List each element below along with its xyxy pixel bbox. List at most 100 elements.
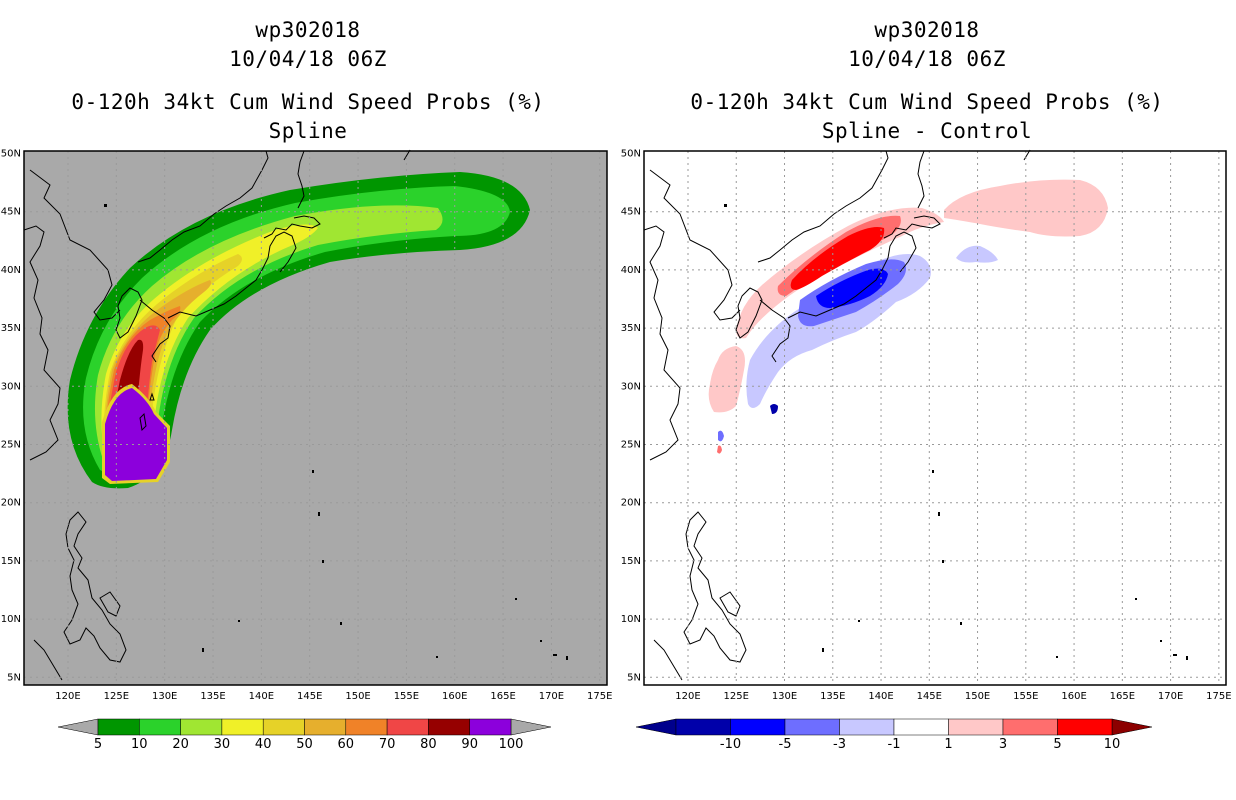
lat-label: 25N <box>1 440 21 451</box>
lon-label: 155E <box>1013 691 1038 702</box>
right-small-islands <box>724 204 1188 660</box>
left-datetime: 10/04/18 06Z <box>229 47 387 71</box>
left-lat-labels: 50N 45N 40N 35N 30N 25N 20N 15N 10N 5N <box>1 149 21 684</box>
colorbar-label: 40 <box>255 737 272 752</box>
colorbar-label: -10 <box>720 737 741 752</box>
right-map-frame <box>643 150 1227 686</box>
colorbar-swatch <box>469 718 512 736</box>
right-product: 0-120h 34kt Cum Wind Speed Probs (%) <box>690 90 1164 114</box>
colorbar-swatch <box>948 718 1004 736</box>
lon-label: 160E <box>442 691 467 702</box>
colorbar-label: 30 <box>214 737 231 752</box>
lon-label: 130E <box>152 691 177 702</box>
lat-label: 35N <box>621 323 641 334</box>
lon-label: 160E <box>1061 691 1086 702</box>
right-difference-field <box>708 179 1108 454</box>
colorbar-label: 1 <box>944 737 952 752</box>
left-subtitle: Spline <box>268 119 348 143</box>
diff-neg-1-spot <box>718 430 724 442</box>
lon-label: 175E <box>1206 691 1231 702</box>
lat-label: 50N <box>621 149 641 160</box>
lon-label: 125E <box>724 691 749 702</box>
left-map-frame <box>23 150 608 686</box>
colorbar-swatch <box>180 718 223 736</box>
lat-label: 10N <box>1 614 21 625</box>
lon-label: 150E <box>965 691 990 702</box>
lat-label: 40N <box>1 265 21 276</box>
colorbar-label: 10 <box>1104 737 1121 752</box>
colorbar-label: 5 <box>94 737 102 752</box>
lat-label: 25N <box>621 440 641 451</box>
diff-neg-5 <box>816 268 888 308</box>
lat-label: 15N <box>621 556 641 567</box>
lat-label: 30N <box>1 381 21 392</box>
lat-label: 10N <box>621 614 641 625</box>
right-storm-id: wp302018 <box>874 18 980 42</box>
right-map-panel: 50N 45N 40N 35N 30N 25N 20N 15N 10N 5N 120E 125E 13… <box>621 149 1232 703</box>
colorbar-swatch <box>386 718 429 736</box>
lon-label: 170E <box>1158 691 1183 702</box>
left-storm-id: wp302018 <box>255 18 361 42</box>
colorbar-swatch <box>345 718 388 736</box>
lon-label: 170E <box>539 691 564 702</box>
left-small-islands <box>104 204 568 660</box>
right-lat-labels: 50N 45N 40N 35N 30N 25N 20N 15N 10N 5N <box>621 149 641 684</box>
lon-label: 120E <box>55 691 80 702</box>
lon-label: 145E <box>917 691 942 702</box>
colorbar-label: 20 <box>172 737 189 752</box>
lon-label: 135E <box>200 691 225 702</box>
colorbar-label: 90 <box>461 737 478 752</box>
lon-label: 120E <box>675 691 700 702</box>
colorbar-label: 50 <box>296 737 313 752</box>
colorbar-label: 70 <box>379 737 396 752</box>
lon-label: 150E <box>345 691 370 702</box>
lon-label: 165E <box>1110 691 1135 702</box>
colorbar-label: 80 <box>420 737 437 752</box>
right-colorbar: -10 -5 -3 -1 1 3 5 10 <box>635 718 1153 752</box>
right-gridlines <box>644 151 1226 685</box>
left-map-panel: 50N 45N 40N 35N 30N 25N 20N 15N 10N 5N 120E 125E 13… <box>1 149 613 703</box>
right-lon-labels: 120E 125E 130E 135E 140E 145E 150E 155E 160E 165E… <box>675 691 1231 702</box>
diff-neg-10-spot <box>770 404 778 414</box>
diff-pos-1-east <box>944 179 1108 237</box>
colorbar-swatch <box>839 718 895 736</box>
diff-pos-spot <box>717 445 722 454</box>
colorbar-label: 100 <box>499 737 524 752</box>
lat-label: 45N <box>621 207 641 218</box>
colorbar-swatch <box>1002 718 1058 736</box>
colorbar-extend-high <box>510 718 552 736</box>
left-product: 0-120h 34kt Cum Wind Speed Probs (%) <box>71 90 545 114</box>
prob-band-30 <box>101 224 318 453</box>
lat-label: 35N <box>1 323 21 334</box>
colorbar-swatch <box>304 718 347 736</box>
colorbar-swatch <box>221 718 264 736</box>
lon-label: 135E <box>820 691 845 702</box>
colorbar-swatch <box>139 718 181 736</box>
lon-label: 175E <box>587 691 612 702</box>
colorbar-label: 3 <box>999 737 1007 752</box>
colorbar-swatch <box>730 718 786 736</box>
colorbar-label: -1 <box>888 737 901 752</box>
lat-label: 5N <box>627 672 641 683</box>
lon-label: 155E <box>394 691 419 702</box>
left-gridlines <box>24 151 607 685</box>
colorbar-swatch <box>428 718 470 736</box>
colorbar-swatch <box>893 718 949 736</box>
lat-label: 50N <box>1 149 21 160</box>
right-datetime: 10/04/18 06Z <box>848 47 1006 71</box>
colorbar-extend-low <box>57 718 99 736</box>
right-map-background <box>644 151 1226 685</box>
colorbar-swatch <box>1057 718 1113 736</box>
lat-label: 40N <box>621 265 641 276</box>
lat-label: 5N <box>7 672 21 683</box>
lat-label: 15N <box>1 556 21 567</box>
lat-label: 20N <box>1 498 21 509</box>
colorbar-label: 10 <box>131 737 148 752</box>
lon-label: 130E <box>772 691 797 702</box>
colorbar-extend-low <box>635 718 677 736</box>
right-subtitle: Spline - Control <box>821 119 1033 143</box>
left-colorbar: 5 10 20 30 40 50 60 70 80 90 100 <box>57 718 552 752</box>
diff-pos-1-north <box>736 207 944 339</box>
prob-band-100 <box>105 388 167 481</box>
colorbar-swatch <box>262 718 305 736</box>
